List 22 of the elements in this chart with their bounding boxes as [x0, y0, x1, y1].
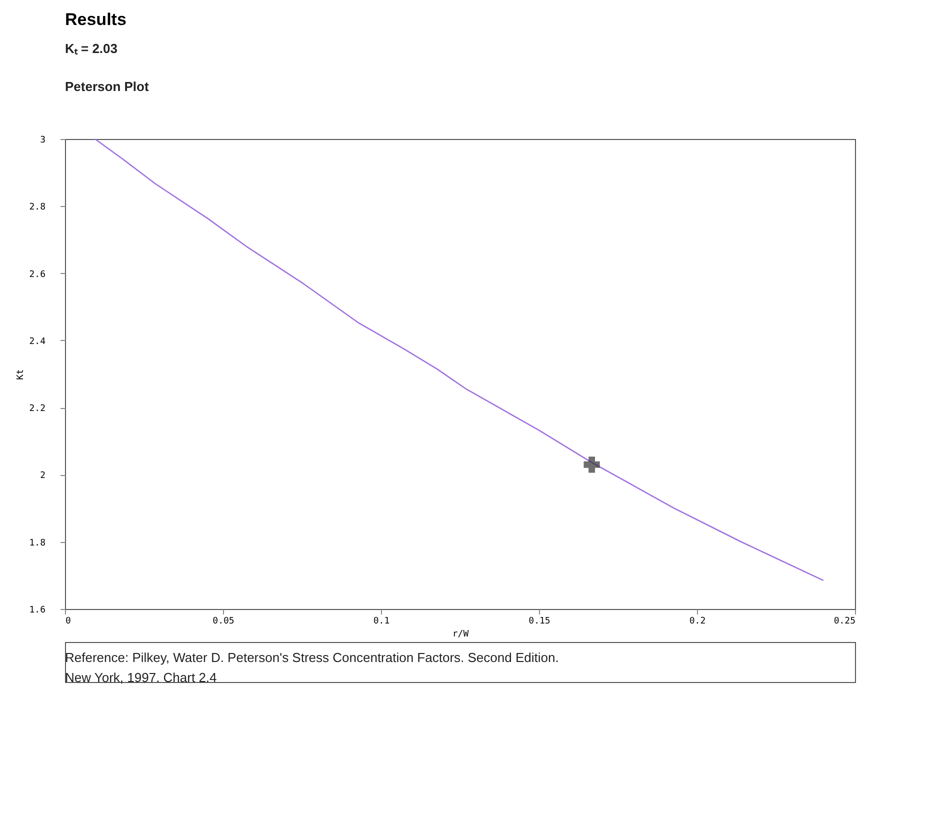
x-tick-label: 0.15 — [528, 616, 550, 626]
x-axis-title: r/W — [452, 630, 470, 640]
text: Reference: Pilkey, Water D. Peterson's Stress Concentration Factors. Second Edition. — [65, 650, 559, 665]
x-tick-label: 0.2 — [689, 616, 706, 626]
y-tick-label: 2 — [40, 471, 46, 482]
x-tick-label: 0.05 — [212, 616, 234, 626]
text: New York, 1997. Chart 2.4 — [65, 670, 217, 685]
y-tick-label: 2.8 — [29, 202, 46, 213]
y-tick-label: 2.2 — [29, 404, 46, 414]
chart-title: Results — [65, 10, 126, 29]
text: Kₜ = 2.03 — [65, 41, 118, 56]
y-tick-label: 3 — [40, 136, 46, 146]
x-tick-label: 0.1 — [373, 616, 390, 626]
y-tick-label: 2.4 — [29, 336, 46, 347]
y-tick-label: 1.6 — [29, 606, 46, 616]
line-series — [94, 138, 824, 582]
y-tick-label: 2.6 — [29, 270, 46, 280]
text: Peterson Plot — [65, 79, 149, 94]
x-tick-label: 0 — [66, 616, 71, 626]
y-tick-label: 1.8 — [29, 538, 46, 548]
y-axis-title: Kt — [16, 369, 26, 380]
x-tick-label: 0.25 — [834, 616, 856, 626]
